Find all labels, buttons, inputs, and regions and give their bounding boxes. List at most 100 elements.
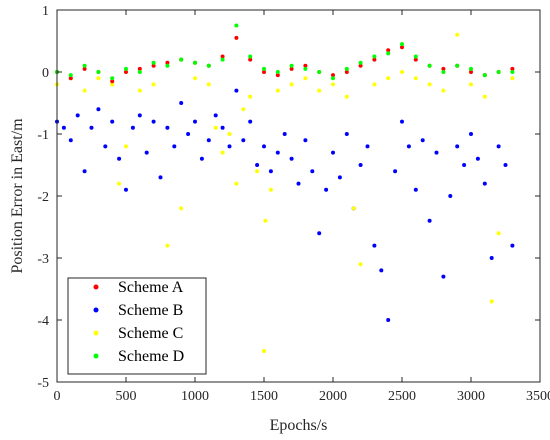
data-point [441, 70, 446, 74]
data-point [289, 63, 294, 68]
data-point [303, 63, 308, 68]
data-point [413, 57, 418, 62]
data-point [124, 144, 128, 149]
data-point [220, 150, 225, 155]
data-point [282, 132, 287, 136]
data-point [406, 144, 411, 149]
data-point [179, 206, 184, 211]
data-point [372, 54, 377, 59]
data-point [386, 76, 391, 81]
data-point [365, 144, 370, 149]
data-point [510, 243, 515, 248]
data-point [110, 119, 115, 124]
data-point [68, 138, 73, 143]
data-point [420, 138, 425, 143]
data-point [331, 150, 335, 155]
data-point [503, 163, 508, 167]
data-point [241, 138, 246, 143]
data-point [510, 70, 515, 74]
legend-marker [93, 353, 99, 359]
data-point [317, 88, 322, 93]
data-point [268, 187, 273, 192]
x-axis-title: Epochs/s [270, 417, 328, 434]
data-point [96, 107, 101, 112]
data-point [220, 125, 225, 130]
data-point [331, 82, 335, 87]
data-point [427, 218, 432, 223]
x-tick-label: 3500 [526, 389, 550, 404]
y-tick-label: 0 [42, 66, 49, 81]
legend: Scheme A Scheme B Scheme C Scheme D [67, 277, 207, 375]
data-point [289, 156, 294, 161]
y-tick-label: -2 [37, 190, 49, 205]
data-point [475, 156, 480, 161]
data-point [296, 181, 301, 186]
data-point [510, 76, 515, 81]
data-point [110, 79, 115, 84]
data-point [130, 125, 135, 130]
legend-label: Scheme B [118, 302, 183, 319]
data-point [372, 82, 377, 87]
x-tick-label: 1000 [181, 389, 209, 404]
data-point [137, 66, 142, 71]
data-point [441, 88, 446, 93]
data-point [413, 187, 418, 192]
x-tick-label: 0 [54, 389, 61, 404]
data-point [427, 82, 432, 87]
data-point [400, 45, 404, 50]
data-point [262, 144, 266, 149]
data-point [248, 57, 253, 62]
data-point [117, 181, 122, 186]
x-tick-label: 2000 [319, 389, 347, 404]
data-point [110, 82, 115, 87]
data-point [151, 60, 156, 65]
data-point [220, 57, 225, 62]
data-point [441, 274, 446, 279]
data-point [400, 70, 404, 74]
data-point [165, 60, 170, 65]
data-point [248, 119, 253, 124]
y-tick-label: -1 [37, 128, 49, 143]
data-point [144, 150, 149, 155]
data-point [165, 63, 170, 68]
data-point [317, 231, 322, 236]
legend-label: Scheme A [118, 279, 184, 296]
data-point [255, 169, 260, 174]
x-tick-label: 500 [116, 389, 137, 404]
data-point [469, 82, 473, 87]
y-axis-title: Position Error in East/m [9, 118, 26, 274]
data-point [158, 175, 163, 180]
data-point [82, 169, 87, 174]
series-layer [55, 23, 515, 353]
data-point [344, 132, 349, 136]
data-point [137, 88, 142, 93]
data-point [351, 206, 356, 211]
data-point [427, 63, 432, 68]
data-point [206, 63, 211, 68]
data-point [303, 66, 308, 71]
legend-label: Scheme D [118, 348, 184, 365]
legend-label: Scheme C [118, 325, 183, 342]
x-tick-label: 2500 [388, 389, 416, 404]
data-point [344, 70, 349, 74]
data-point [103, 144, 108, 149]
data-point [193, 119, 197, 124]
data-point [331, 73, 335, 78]
data-point [455, 144, 460, 149]
data-point [227, 144, 232, 149]
data-point [275, 150, 280, 155]
data-point [248, 94, 253, 99]
data-point [469, 132, 473, 136]
legend-box [67, 277, 207, 375]
data-point [413, 54, 418, 59]
data-point [234, 35, 239, 40]
data-point [96, 76, 101, 81]
data-point [82, 88, 87, 93]
data-point [193, 76, 197, 81]
data-point [124, 70, 128, 74]
data-point [262, 66, 266, 71]
data-point [186, 132, 191, 136]
data-point [220, 54, 225, 59]
data-point [124, 187, 128, 192]
data-point [455, 63, 460, 68]
